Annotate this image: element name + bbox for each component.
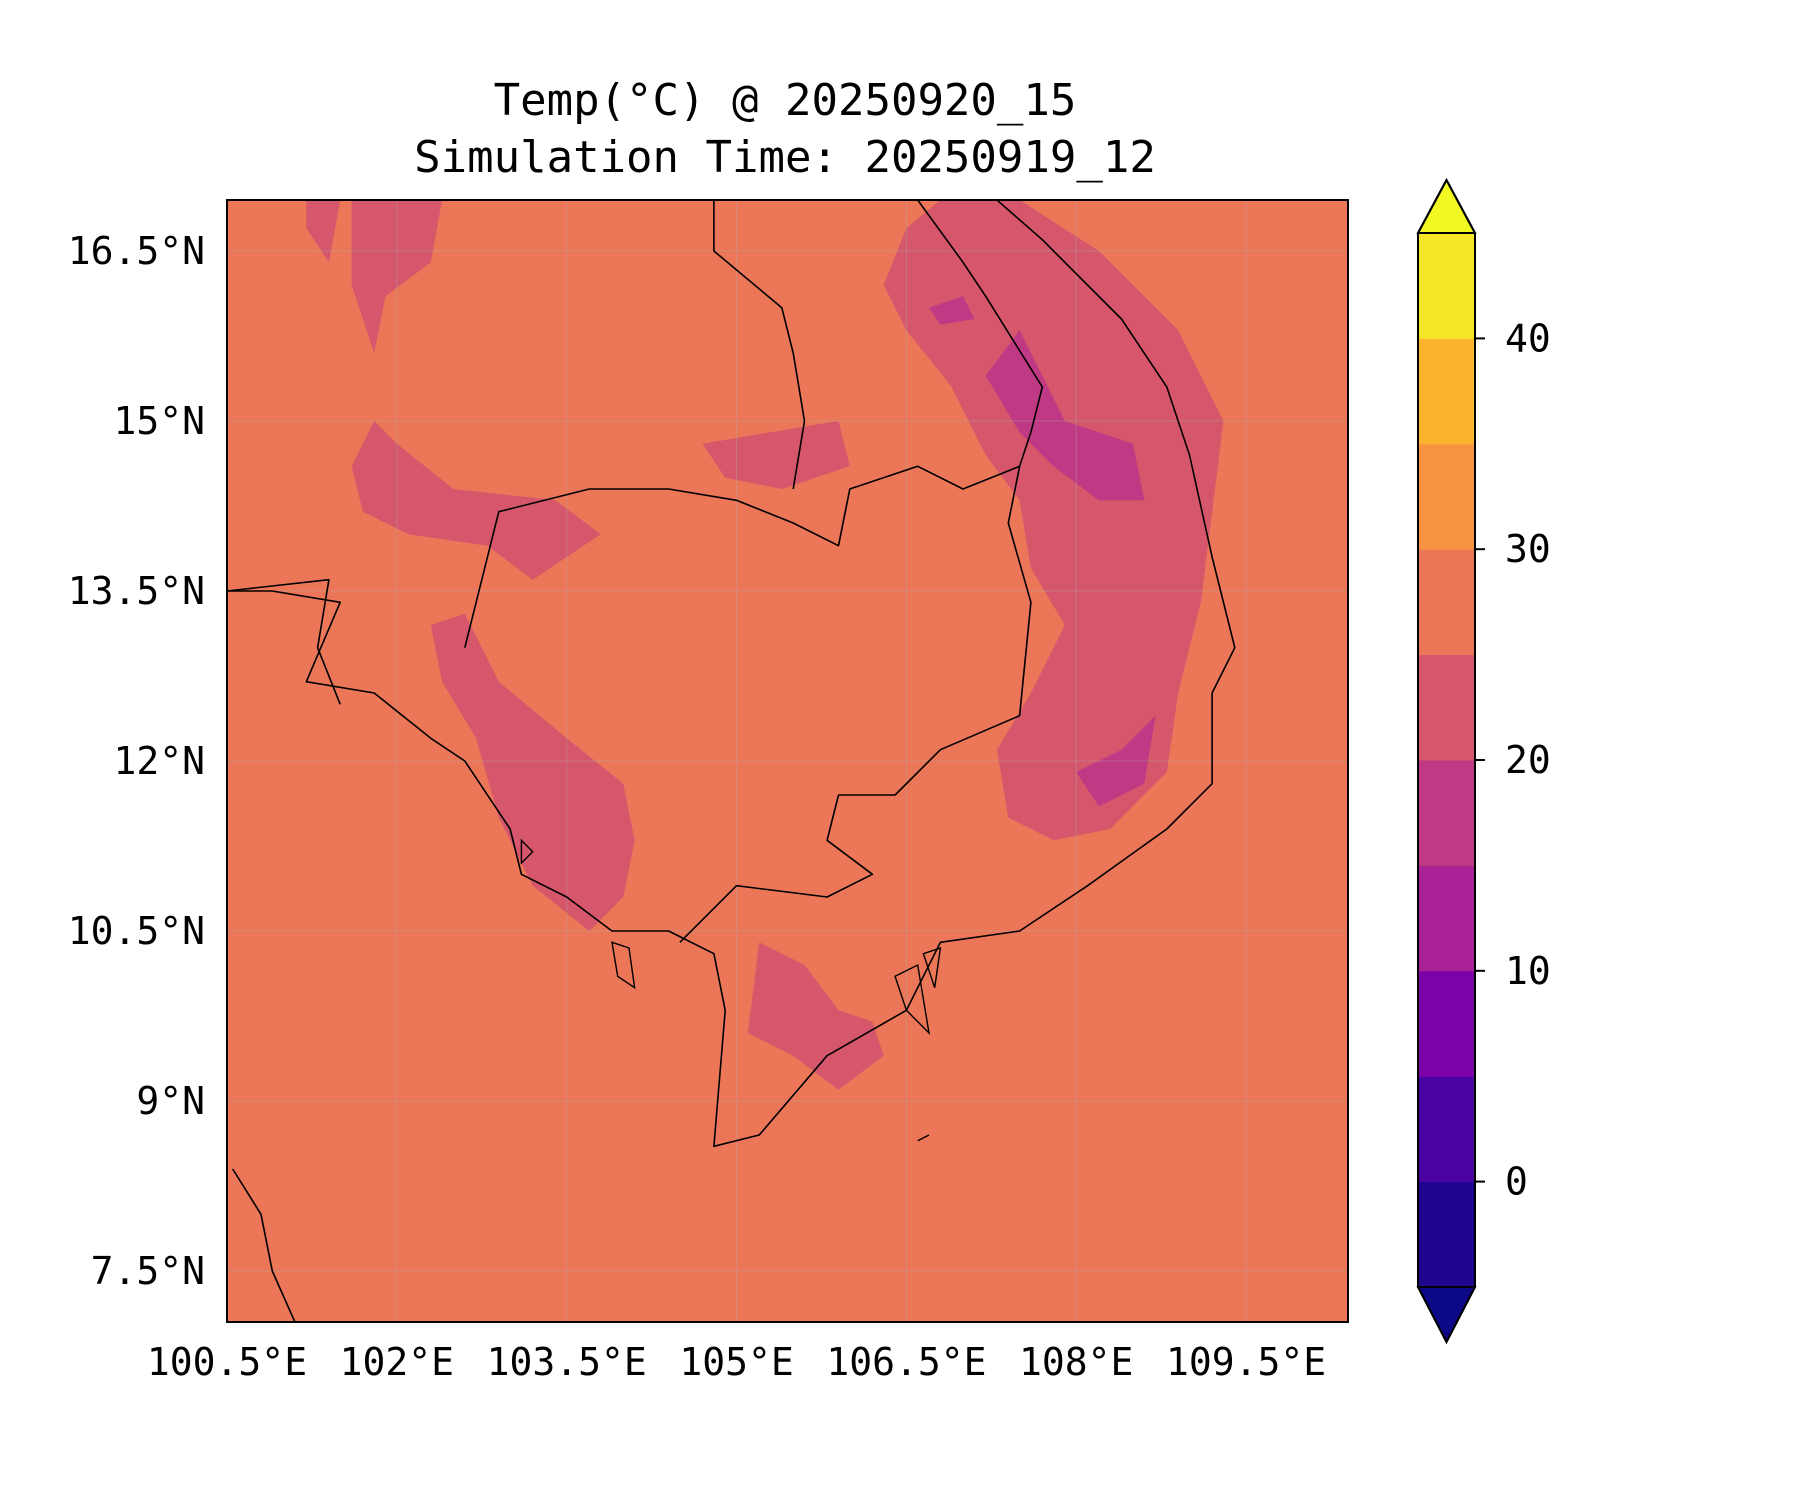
cool-region-4 [351, 421, 601, 580]
map-plot-area [226, 199, 1349, 1323]
island-2 [922, 946, 942, 988]
lat-tick-label: 9°N [136, 1079, 205, 1123]
map-axes: 100.5°E 102°E 103.5°E 105°E 106.5°E 108°E 109.… [68, 229, 1326, 1384]
coastline [227, 200, 1236, 1148]
colorbar-tick-label: 30 [1505, 527, 1551, 571]
plot-frame [226, 199, 1349, 1323]
lon-tick-label: 105°E [679, 1340, 793, 1384]
colorbar-segment [1418, 443, 1475, 550]
colorbar-segment [1418, 970, 1475, 1077]
cool-region-3 [306, 200, 341, 263]
cool-region-6 [702, 421, 850, 489]
island-0 [611, 941, 636, 990]
lon-tick-label: 103.5°E [487, 1340, 647, 1384]
colorbar-segment [1418, 865, 1475, 972]
colorbar-tick-label: 0 [1505, 1160, 1528, 1204]
cool-region-0 [883, 200, 1224, 841]
colorbar-segment [1418, 1181, 1475, 1288]
colorbar-segment [1418, 1076, 1475, 1183]
island-1 [894, 963, 931, 1036]
cold-region-1 [1076, 715, 1156, 807]
colorbar-tick-label: 20 [1505, 738, 1551, 782]
lat-tick-label: 16.5°N [68, 229, 205, 273]
colorbar-tick-label: 10 [1505, 949, 1551, 993]
cool-region-5 [747, 942, 884, 1090]
border-laos-vietnam [917, 200, 1044, 467]
island-3 [917, 1134, 930, 1142]
cool-region-2 [351, 200, 443, 353]
lat-tick-label: 12°N [113, 739, 205, 783]
coastline-south [232, 1168, 296, 1322]
chart-title-line2: Simulation Time: 20250919_12 [414, 132, 1156, 183]
colorbar-under-arrow [1416, 1286, 1477, 1345]
colorbar-segment [1418, 654, 1475, 761]
map-features [227, 200, 1348, 1322]
colorbar-segment [1418, 338, 1475, 445]
colorbar: 0 10 20 30 40 [1416, 177, 1551, 1345]
border-laos [713, 200, 806, 490]
border-thailand [227, 578, 341, 705]
island-4 [520, 838, 534, 865]
colorbar-over-arrow [1416, 177, 1477, 234]
cold-region-0 [985, 330, 1145, 501]
lat-tick-label: 7.5°N [91, 1249, 205, 1293]
lon-tick-label: 108°E [1019, 1340, 1133, 1384]
colorbar-outline [1417, 179, 1476, 1345]
lat-tick-label: 10.5°N [68, 909, 205, 953]
lat-tick-label: 13.5°N [68, 569, 205, 613]
colorbar-segment [1418, 549, 1475, 656]
lon-tick-label: 100.5°E [147, 1340, 307, 1384]
lon-tick-label: 106.5°E [826, 1340, 986, 1384]
lat-tick-label: 15°N [113, 399, 205, 443]
chart-title-line1: Temp(°C) @ 20250920_15 [494, 75, 1077, 126]
cold-region-2 [929, 296, 975, 325]
lon-tick-label: 109.5°E [1166, 1340, 1326, 1384]
colorbar-segment [1418, 233, 1475, 339]
border-cambodia [464, 465, 1032, 943]
lon-tick-label: 102°E [340, 1340, 454, 1384]
cool-region-1 [430, 613, 635, 931]
colorbar-tick-label: 40 [1505, 316, 1551, 360]
colorbar-segment [1418, 760, 1475, 866]
